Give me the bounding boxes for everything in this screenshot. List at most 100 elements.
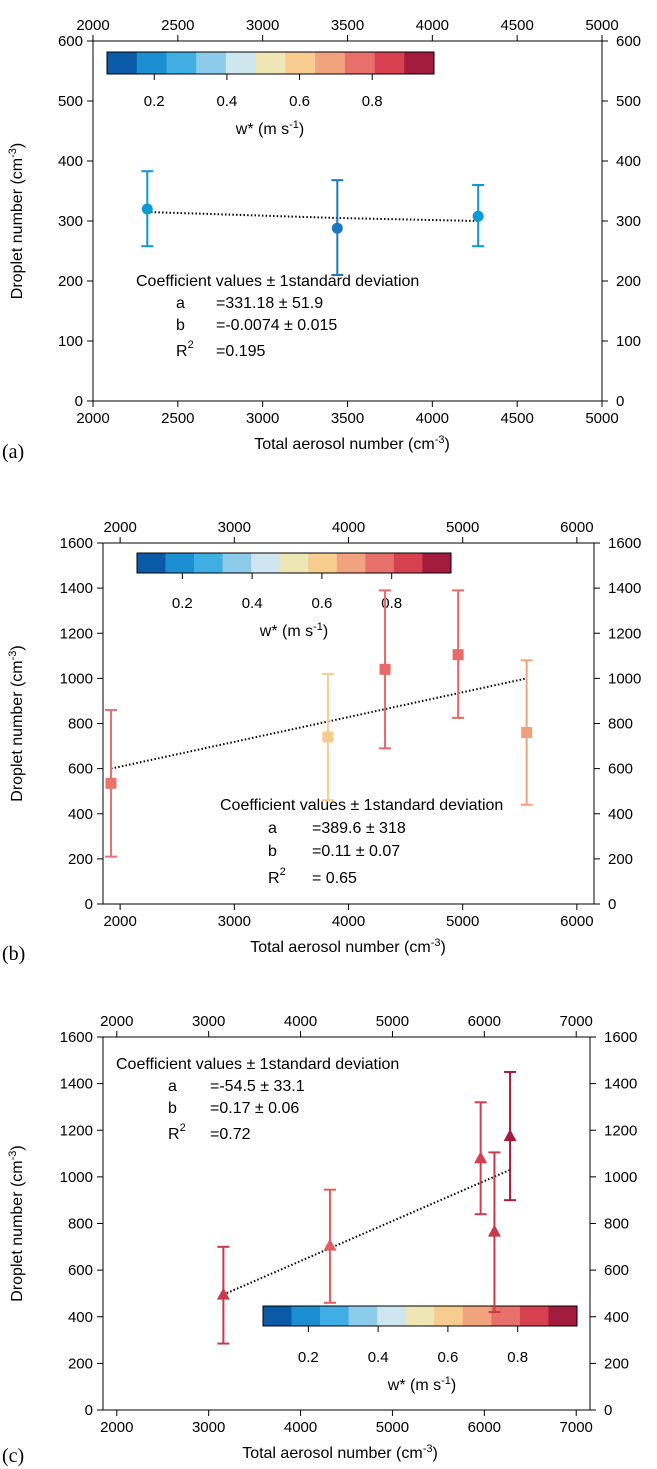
colorbar-swatch xyxy=(548,1306,578,1326)
x-tick-label-top: 5000 xyxy=(376,1013,409,1030)
y-tick-label-right: 400 xyxy=(608,806,633,823)
colorbar-swatch xyxy=(137,553,166,573)
x-tick-label-top: 2000 xyxy=(76,17,109,34)
y-tick-label-left: 1400 xyxy=(60,1076,93,1093)
plot-frame xyxy=(92,40,603,402)
annotation-b-value: =-0.0074 ± 0.015 xyxy=(216,317,337,334)
colorbar-tick-label: 0.6 xyxy=(437,1349,458,1366)
colorbar-tick-label: 0.8 xyxy=(362,93,383,110)
x-tick-label-top: 2500 xyxy=(161,17,194,34)
colorbar-swatch xyxy=(344,52,375,74)
y-tick-label-right: 800 xyxy=(608,716,633,733)
colorbar-tick-label: 0.2 xyxy=(172,595,193,612)
annotation-a-label: a xyxy=(176,295,185,312)
y-tick-label-right: 1000 xyxy=(608,670,641,687)
y-tick-label-left: 600 xyxy=(68,1262,93,1279)
y-tick-label-left: 1200 xyxy=(60,1122,93,1139)
y-tick-label-right: 400 xyxy=(616,153,641,170)
y-tick-label-left: 400 xyxy=(68,1309,93,1326)
y-tick-label-left: 800 xyxy=(68,1216,93,1233)
colorbar-swatch xyxy=(393,553,423,573)
y-tick-label-left: 1600 xyxy=(60,535,93,552)
data-point xyxy=(141,203,153,215)
y-tick-label-left: 200 xyxy=(68,851,93,868)
x-tick-label-top: 6000 xyxy=(560,519,593,536)
y-tick-label-right: 1000 xyxy=(604,1169,637,1186)
x-tick-label-top: 3500 xyxy=(331,17,364,34)
annotation-r-label: R2 xyxy=(168,1122,186,1143)
x-tick-label-bottom: 5000 xyxy=(376,1419,409,1436)
annotation-header: Coefficient values ± 1standard deviation xyxy=(136,273,419,290)
y-tick-label-right: 400 xyxy=(604,1309,629,1326)
x-axis-label: Total aerosol number (cm-3) xyxy=(254,434,450,453)
x-tick-label-top: 3000 xyxy=(192,1013,225,1030)
x-tick-label-top: 3000 xyxy=(218,519,251,536)
chart-panel-1: 2000200025002500300030003500350040004000… xyxy=(2,17,641,463)
y-tick-label-right: 0 xyxy=(604,1402,612,1419)
colorbar-swatch xyxy=(285,52,316,74)
y-tick-label-right: 200 xyxy=(616,273,641,290)
x-tick-label-bottom: 3500 xyxy=(331,410,364,427)
data-point xyxy=(521,727,533,739)
chart-panel-2: 2000200030003000400040005000500060006000… xyxy=(2,519,641,965)
x-tick-label-bottom: 2000 xyxy=(76,410,109,427)
y-axis-label: Droplet number (cm-3) xyxy=(7,645,26,801)
y-axis-label: Droplet number (cm-3) xyxy=(7,143,26,299)
y-tick-label-left: 1000 xyxy=(60,670,93,687)
x-tick-label-top: 2000 xyxy=(103,519,136,536)
colorbar-swatch xyxy=(315,52,346,74)
y-tick-label-left: 400 xyxy=(58,153,83,170)
annotation-b-label: b xyxy=(168,1100,177,1117)
colorbar-tick-label: 0.8 xyxy=(381,595,402,612)
fit-line xyxy=(147,211,479,222)
y-tick-label-right: 800 xyxy=(604,1216,629,1233)
colorbar-tick-label: 0.8 xyxy=(507,1349,528,1366)
y-tick-label-left: 600 xyxy=(58,33,83,50)
y-tick-label-right: 200 xyxy=(604,1355,629,1372)
colorbar-swatch xyxy=(320,1306,349,1326)
y-tick-label-right: 200 xyxy=(608,851,633,868)
y-tick-label-left: 200 xyxy=(68,1355,93,1372)
colorbar-swatch xyxy=(263,1306,292,1326)
chart-panel-3: 2000200030003000400040005000500060006000… xyxy=(2,1013,637,1467)
x-axis-label: Total aerosol number (cm-3) xyxy=(242,1443,438,1462)
colorbar-swatch xyxy=(194,553,223,573)
colorbar-swatch xyxy=(166,52,197,74)
colorbar-tick-label: 0.6 xyxy=(289,93,310,110)
x-tick-label-bottom: 2000 xyxy=(103,913,136,930)
x-tick-label-top: 4000 xyxy=(332,519,365,536)
annotation-header: Coefficient values ± 1standard deviation xyxy=(220,797,503,814)
colorbar-tick-label: 0.4 xyxy=(242,595,263,612)
colorbar-tick-label: 0.2 xyxy=(298,1349,319,1366)
x-tick-label-bottom: 3000 xyxy=(192,1419,225,1436)
colorbar-swatch xyxy=(136,52,167,74)
annotation-r-label: R2 xyxy=(268,866,286,887)
y-tick-label-left: 100 xyxy=(58,333,83,350)
colorbar-swatch xyxy=(365,553,395,573)
y-axis-label: Droplet number (cm-3) xyxy=(7,1145,26,1301)
data-point xyxy=(472,210,484,222)
annotation-header: Coefficient values ± 1standard deviation xyxy=(116,1056,399,1073)
annotation-a-value: =389.6 ± 318 xyxy=(312,820,406,837)
x-tick-label-bottom: 4500 xyxy=(500,410,533,427)
colorbar-swatch xyxy=(422,553,452,573)
y-tick-label-left: 500 xyxy=(58,93,83,110)
colorbar-swatch xyxy=(291,1306,321,1326)
x-tick-label-bottom: 3000 xyxy=(218,913,251,930)
x-tick-label-bottom: 4000 xyxy=(416,410,449,427)
colorbar-title: w* (m s-1) xyxy=(387,1375,456,1394)
y-tick-label-right: 500 xyxy=(616,93,641,110)
annotation-a-value: =-54.5 ± 33.1 xyxy=(210,1078,305,1095)
y-tick-label-left: 1000 xyxy=(60,1169,93,1186)
colorbar-swatch xyxy=(404,52,435,74)
y-tick-label-left: 1400 xyxy=(60,580,93,597)
colorbar-tick-label: 0.2 xyxy=(144,93,165,110)
annotation-b-value: =0.11 ± 0.07 xyxy=(312,843,400,860)
colorbar-tick-label: 0.6 xyxy=(311,595,332,612)
colorbar-swatch xyxy=(405,1306,435,1326)
y-tick-label-right: 600 xyxy=(604,1262,629,1279)
data-point xyxy=(474,1151,488,1164)
y-tick-label-left: 1600 xyxy=(60,1029,93,1046)
annotation-r-value: =0.72 xyxy=(210,1126,251,1143)
x-tick-label-bottom: 4000 xyxy=(332,913,365,930)
